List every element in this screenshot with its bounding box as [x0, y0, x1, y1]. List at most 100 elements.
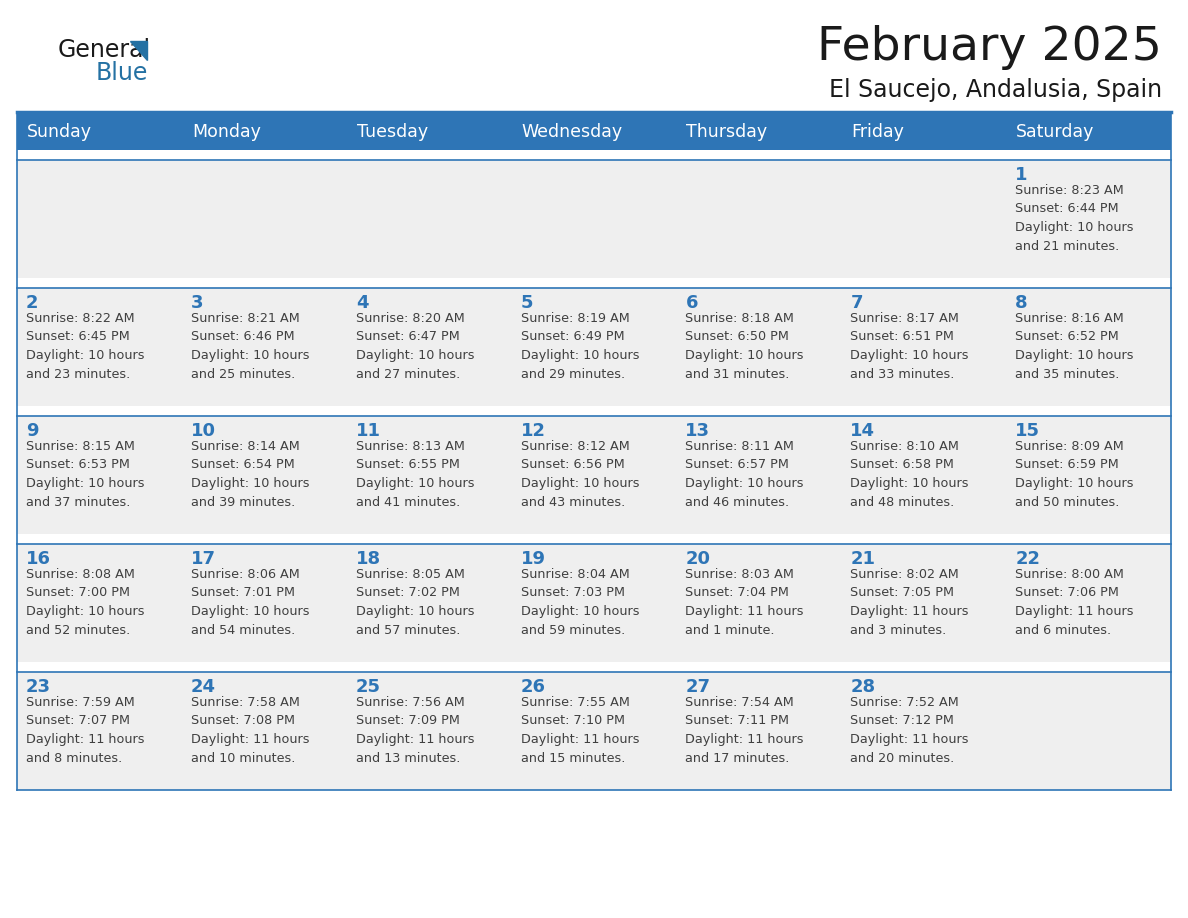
Bar: [676, 544, 841, 662]
Polygon shape: [129, 41, 147, 60]
Text: El Saucejo, Andalusia, Spain: El Saucejo, Andalusia, Spain: [829, 78, 1162, 102]
Bar: [1006, 672, 1171, 790]
Text: Sunrise: 7:52 AM
Sunset: 7:12 PM
Daylight: 11 hours
and 20 minutes.: Sunrise: 7:52 AM Sunset: 7:12 PM Dayligh…: [851, 696, 968, 765]
Bar: [1006, 288, 1171, 406]
Text: Sunrise: 8:09 AM
Sunset: 6:59 PM
Daylight: 10 hours
and 50 minutes.: Sunrise: 8:09 AM Sunset: 6:59 PM Dayligh…: [1015, 440, 1133, 509]
Bar: [1006, 544, 1171, 662]
Text: 14: 14: [851, 422, 876, 440]
Text: 6: 6: [685, 294, 697, 312]
Bar: [512, 114, 676, 150]
Bar: [512, 160, 676, 278]
Text: Sunrise: 8:23 AM
Sunset: 6:44 PM
Daylight: 10 hours
and 21 minutes.: Sunrise: 8:23 AM Sunset: 6:44 PM Dayligh…: [1015, 184, 1133, 252]
Text: 5: 5: [520, 294, 533, 312]
Bar: [17, 416, 182, 534]
Bar: [17, 544, 182, 662]
Text: 4: 4: [355, 294, 368, 312]
Text: February 2025: February 2025: [817, 26, 1162, 71]
Bar: [347, 160, 512, 278]
Text: Sunrise: 8:06 AM
Sunset: 7:01 PM
Daylight: 10 hours
and 54 minutes.: Sunrise: 8:06 AM Sunset: 7:01 PM Dayligh…: [191, 568, 309, 636]
Bar: [17, 672, 182, 790]
Text: Monday: Monday: [191, 123, 260, 141]
Bar: [512, 416, 676, 534]
Text: 26: 26: [520, 678, 545, 696]
Bar: [1006, 160, 1171, 278]
Text: 1: 1: [1015, 166, 1028, 184]
Text: 12: 12: [520, 422, 545, 440]
Bar: [347, 672, 512, 790]
Text: Sunrise: 8:03 AM
Sunset: 7:04 PM
Daylight: 11 hours
and 1 minute.: Sunrise: 8:03 AM Sunset: 7:04 PM Dayligh…: [685, 568, 804, 636]
Bar: [841, 544, 1006, 662]
Text: Saturday: Saturday: [1016, 123, 1094, 141]
Text: Sunday: Sunday: [27, 123, 91, 141]
Text: Sunrise: 8:05 AM
Sunset: 7:02 PM
Daylight: 10 hours
and 57 minutes.: Sunrise: 8:05 AM Sunset: 7:02 PM Dayligh…: [355, 568, 474, 636]
Text: Sunrise: 7:54 AM
Sunset: 7:11 PM
Daylight: 11 hours
and 17 minutes.: Sunrise: 7:54 AM Sunset: 7:11 PM Dayligh…: [685, 696, 804, 765]
Text: 16: 16: [26, 550, 51, 568]
Bar: [676, 288, 841, 406]
Text: Friday: Friday: [852, 123, 904, 141]
Bar: [347, 114, 512, 150]
Bar: [347, 288, 512, 406]
Text: 11: 11: [355, 422, 380, 440]
Bar: [841, 114, 1006, 150]
Text: Sunrise: 8:12 AM
Sunset: 6:56 PM
Daylight: 10 hours
and 43 minutes.: Sunrise: 8:12 AM Sunset: 6:56 PM Dayligh…: [520, 440, 639, 509]
Text: Blue: Blue: [96, 61, 148, 85]
Text: 15: 15: [1015, 422, 1041, 440]
Text: 22: 22: [1015, 550, 1041, 568]
Bar: [512, 672, 676, 790]
Text: Sunrise: 8:04 AM
Sunset: 7:03 PM
Daylight: 10 hours
and 59 minutes.: Sunrise: 8:04 AM Sunset: 7:03 PM Dayligh…: [520, 568, 639, 636]
Bar: [512, 544, 676, 662]
Text: Sunrise: 8:08 AM
Sunset: 7:00 PM
Daylight: 10 hours
and 52 minutes.: Sunrise: 8:08 AM Sunset: 7:00 PM Dayligh…: [26, 568, 145, 636]
Bar: [17, 288, 182, 406]
Text: Sunrise: 8:00 AM
Sunset: 7:06 PM
Daylight: 11 hours
and 6 minutes.: Sunrise: 8:00 AM Sunset: 7:06 PM Dayligh…: [1015, 568, 1133, 636]
Bar: [841, 672, 1006, 790]
Bar: [676, 672, 841, 790]
Bar: [17, 160, 182, 278]
Text: 17: 17: [191, 550, 216, 568]
Text: 21: 21: [851, 550, 876, 568]
Text: 3: 3: [191, 294, 203, 312]
Text: Sunrise: 8:11 AM
Sunset: 6:57 PM
Daylight: 10 hours
and 46 minutes.: Sunrise: 8:11 AM Sunset: 6:57 PM Dayligh…: [685, 440, 804, 509]
Text: 24: 24: [191, 678, 216, 696]
Bar: [676, 416, 841, 534]
Text: Sunrise: 8:10 AM
Sunset: 6:58 PM
Daylight: 10 hours
and 48 minutes.: Sunrise: 8:10 AM Sunset: 6:58 PM Dayligh…: [851, 440, 968, 509]
Bar: [182, 544, 347, 662]
Bar: [841, 416, 1006, 534]
Text: Sunrise: 8:13 AM
Sunset: 6:55 PM
Daylight: 10 hours
and 41 minutes.: Sunrise: 8:13 AM Sunset: 6:55 PM Dayligh…: [355, 440, 474, 509]
Text: Tuesday: Tuesday: [356, 123, 428, 141]
Text: Sunrise: 8:02 AM
Sunset: 7:05 PM
Daylight: 11 hours
and 3 minutes.: Sunrise: 8:02 AM Sunset: 7:05 PM Dayligh…: [851, 568, 968, 636]
Text: 18: 18: [355, 550, 381, 568]
Text: Sunrise: 8:15 AM
Sunset: 6:53 PM
Daylight: 10 hours
and 37 minutes.: Sunrise: 8:15 AM Sunset: 6:53 PM Dayligh…: [26, 440, 145, 509]
Text: Sunrise: 7:56 AM
Sunset: 7:09 PM
Daylight: 11 hours
and 13 minutes.: Sunrise: 7:56 AM Sunset: 7:09 PM Dayligh…: [355, 696, 474, 765]
Bar: [182, 672, 347, 790]
Text: Sunrise: 8:21 AM
Sunset: 6:46 PM
Daylight: 10 hours
and 25 minutes.: Sunrise: 8:21 AM Sunset: 6:46 PM Dayligh…: [191, 312, 309, 380]
Text: 19: 19: [520, 550, 545, 568]
Text: Sunrise: 8:22 AM
Sunset: 6:45 PM
Daylight: 10 hours
and 23 minutes.: Sunrise: 8:22 AM Sunset: 6:45 PM Dayligh…: [26, 312, 145, 380]
Bar: [1006, 114, 1171, 150]
Text: Thursday: Thursday: [687, 123, 767, 141]
Bar: [841, 288, 1006, 406]
Text: 7: 7: [851, 294, 862, 312]
Bar: [512, 288, 676, 406]
Bar: [182, 416, 347, 534]
Text: Sunrise: 8:20 AM
Sunset: 6:47 PM
Daylight: 10 hours
and 27 minutes.: Sunrise: 8:20 AM Sunset: 6:47 PM Dayligh…: [355, 312, 474, 380]
Bar: [676, 160, 841, 278]
Text: Sunrise: 7:58 AM
Sunset: 7:08 PM
Daylight: 11 hours
and 10 minutes.: Sunrise: 7:58 AM Sunset: 7:08 PM Dayligh…: [191, 696, 309, 765]
Bar: [347, 416, 512, 534]
Text: 20: 20: [685, 550, 710, 568]
Bar: [347, 544, 512, 662]
Bar: [182, 114, 347, 150]
Text: Sunrise: 7:59 AM
Sunset: 7:07 PM
Daylight: 11 hours
and 8 minutes.: Sunrise: 7:59 AM Sunset: 7:07 PM Dayligh…: [26, 696, 145, 765]
Bar: [182, 160, 347, 278]
Text: Wednesday: Wednesday: [522, 123, 623, 141]
Text: General: General: [58, 38, 151, 62]
Text: Sunrise: 8:16 AM
Sunset: 6:52 PM
Daylight: 10 hours
and 35 minutes.: Sunrise: 8:16 AM Sunset: 6:52 PM Dayligh…: [1015, 312, 1133, 380]
Bar: [676, 114, 841, 150]
Text: 10: 10: [191, 422, 216, 440]
Bar: [841, 160, 1006, 278]
Text: 25: 25: [355, 678, 380, 696]
Bar: [1006, 416, 1171, 534]
Text: 13: 13: [685, 422, 710, 440]
Text: Sunrise: 8:17 AM
Sunset: 6:51 PM
Daylight: 10 hours
and 33 minutes.: Sunrise: 8:17 AM Sunset: 6:51 PM Dayligh…: [851, 312, 968, 380]
Text: 27: 27: [685, 678, 710, 696]
Bar: [182, 288, 347, 406]
